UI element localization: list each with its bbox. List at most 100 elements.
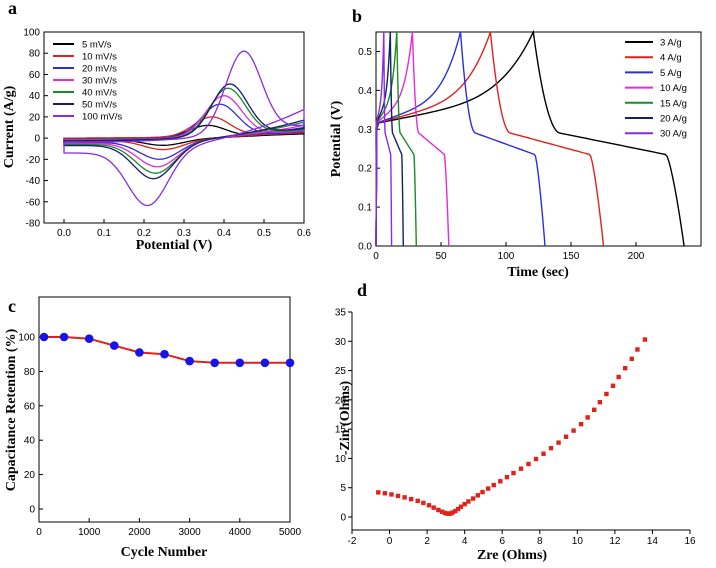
gcd-curve	[375, 31, 450, 247]
retention-point	[84, 334, 94, 344]
y-tick-label: 100	[18, 333, 35, 344]
panel-d: d -2 0 2 4 6 8 10 12 14 16 0 5 10 15 20 25 30 35 Zre (Ohm…	[335, 280, 696, 563]
x-tick-label: 0.3	[177, 228, 191, 239]
y-tick-label: 40	[24, 436, 36, 447]
panel-b: b 0 50 100 150 200 0.0 0.1 0.2 0.3 0.4 0.5 3 A/g 4 …	[329, 6, 702, 280]
panel-c-xlabel: Cycle Number	[121, 545, 208, 560]
impedance-point	[604, 391, 609, 397]
y-tick-label: 0.4	[358, 86, 372, 97]
impedance-point	[475, 493, 481, 498]
x-tick-label: 0.2	[137, 228, 151, 239]
impedance-point	[480, 489, 485, 495]
y-tick-label: 60	[24, 401, 36, 412]
legend-label: 4 A/g	[660, 53, 682, 64]
impedance-point	[635, 347, 640, 352]
y-tick-label: 0.1	[358, 203, 372, 214]
impedance-point	[642, 337, 648, 342]
panel-c: c 0 1000 2000 3000 4000 5000 0 20 40 60 80 100 Cycl…	[4, 296, 302, 560]
x-tick-label: 0.5	[257, 228, 271, 239]
impedance-point	[458, 504, 464, 509]
panel-a-letter: a	[8, 0, 17, 18]
legend-label: 15 A/g	[660, 98, 687, 109]
legend-label: 30 mV/s	[82, 76, 117, 87]
x-tick-label: 0	[373, 251, 379, 262]
impedance-point	[518, 466, 524, 471]
y-tick-label: 20	[29, 112, 41, 123]
panel-d-axes	[351, 312, 690, 531]
panel-d-xlabel: Zre (Ohms)	[477, 548, 547, 563]
panel-c-ticks: 0 1000 2000 3000 4000 5000 0 20 40 60 80 100	[18, 333, 301, 539]
impedance-point	[548, 445, 554, 451]
panel-b-letter: b	[352, 6, 362, 26]
panel-a-curves	[63, 50, 305, 207]
impedance-point	[616, 374, 621, 380]
panel-a-legend: 5 mV/s10 mV/s20 mV/s30 mV/s40 mV/s50 mV/…	[53, 40, 122, 123]
y-tick-label: 80	[29, 49, 41, 60]
retention-line	[44, 336, 290, 364]
retention-point	[260, 358, 270, 368]
panel-d-ticks: -2 0 2 4 6 8 10 12 14 16 0 5 10 15 20 25 30 35	[335, 308, 696, 548]
impedance-point	[431, 505, 436, 510]
y-tick-label: 30	[335, 337, 347, 348]
x-tick-label: 16	[684, 536, 696, 547]
impedance-point	[453, 508, 458, 514]
panel-c-letter: c	[8, 296, 16, 316]
impedance-point	[491, 482, 496, 488]
impedance-point	[376, 490, 381, 495]
panel-d-points	[376, 337, 648, 516]
impedance-point	[408, 496, 414, 502]
y-tick-label: 15	[335, 425, 347, 436]
panel-d-ylabel: -Zin (Ohms)	[338, 381, 353, 456]
impedance-point	[623, 366, 628, 371]
impedance-point	[498, 479, 503, 484]
retention-point	[110, 341, 119, 350]
legend-label: 10 mV/s	[82, 52, 117, 63]
x-tick-label: 12	[609, 536, 621, 547]
x-tick-label: 4000	[229, 527, 252, 538]
impedance-point	[395, 493, 401, 499]
impedance-point	[541, 451, 546, 456]
panel-c-ylabel: Capacitance Retention (%)	[4, 328, 19, 491]
impedance-point	[556, 440, 561, 445]
impedance-point	[504, 474, 510, 480]
y-tick-label: 0.3	[358, 125, 372, 136]
y-tick-label: -80	[26, 219, 41, 230]
impedance-point	[585, 415, 590, 420]
y-tick-label: 10	[335, 454, 347, 465]
y-tick-label: 0.0	[358, 242, 372, 253]
impedance-point	[421, 500, 426, 506]
impedance-point	[450, 510, 455, 515]
y-tick-label: 40	[29, 91, 41, 102]
gcd-curve	[375, 31, 404, 247]
legend-label: 20 A/g	[660, 114, 687, 125]
y-tick-label: 35	[335, 308, 347, 319]
y-tick-label: -60	[26, 197, 41, 208]
panel-b-legend: 3 A/g 4 A/g 5 A/g 10 A/g 15 A/g 20 A/g 30 A/g	[625, 38, 687, 140]
x-tick-label: 0.4	[217, 228, 231, 239]
x-tick-label: 1000	[78, 527, 101, 538]
panel-a-xlabel: Potential (V)	[136, 238, 213, 253]
impedance-point	[485, 486, 491, 491]
gcd-curve	[375, 31, 546, 247]
y-tick-label: 80	[24, 367, 36, 378]
impedance-point	[597, 400, 603, 405]
impedance-point	[592, 407, 597, 413]
legend-label: 100 mV/s	[82, 112, 122, 123]
legend-label: 50 mV/s	[82, 100, 117, 111]
retention-point	[39, 332, 49, 342]
panel-a: a 0.0 0.1 0.2 0.3 0.4 0.5 0.6 -80 -60 -40 -20 0 20 40…	[2, 0, 311, 253]
impedance-point	[526, 461, 531, 467]
panel-c-frame	[38, 296, 291, 523]
x-tick-label: 0	[36, 527, 42, 538]
gcd-curve	[375, 31, 393, 247]
x-tick-label: 14	[647, 536, 659, 547]
legend-label: 5 mV/s	[82, 40, 112, 51]
x-tick-label: 6	[499, 536, 505, 547]
impedance-point	[629, 356, 634, 362]
panel-d-letter: d	[357, 280, 367, 300]
x-tick-label: 200	[628, 251, 645, 262]
y-tick-label: 0	[340, 513, 346, 524]
impedance-point	[511, 470, 516, 476]
impedance-point	[389, 492, 394, 497]
